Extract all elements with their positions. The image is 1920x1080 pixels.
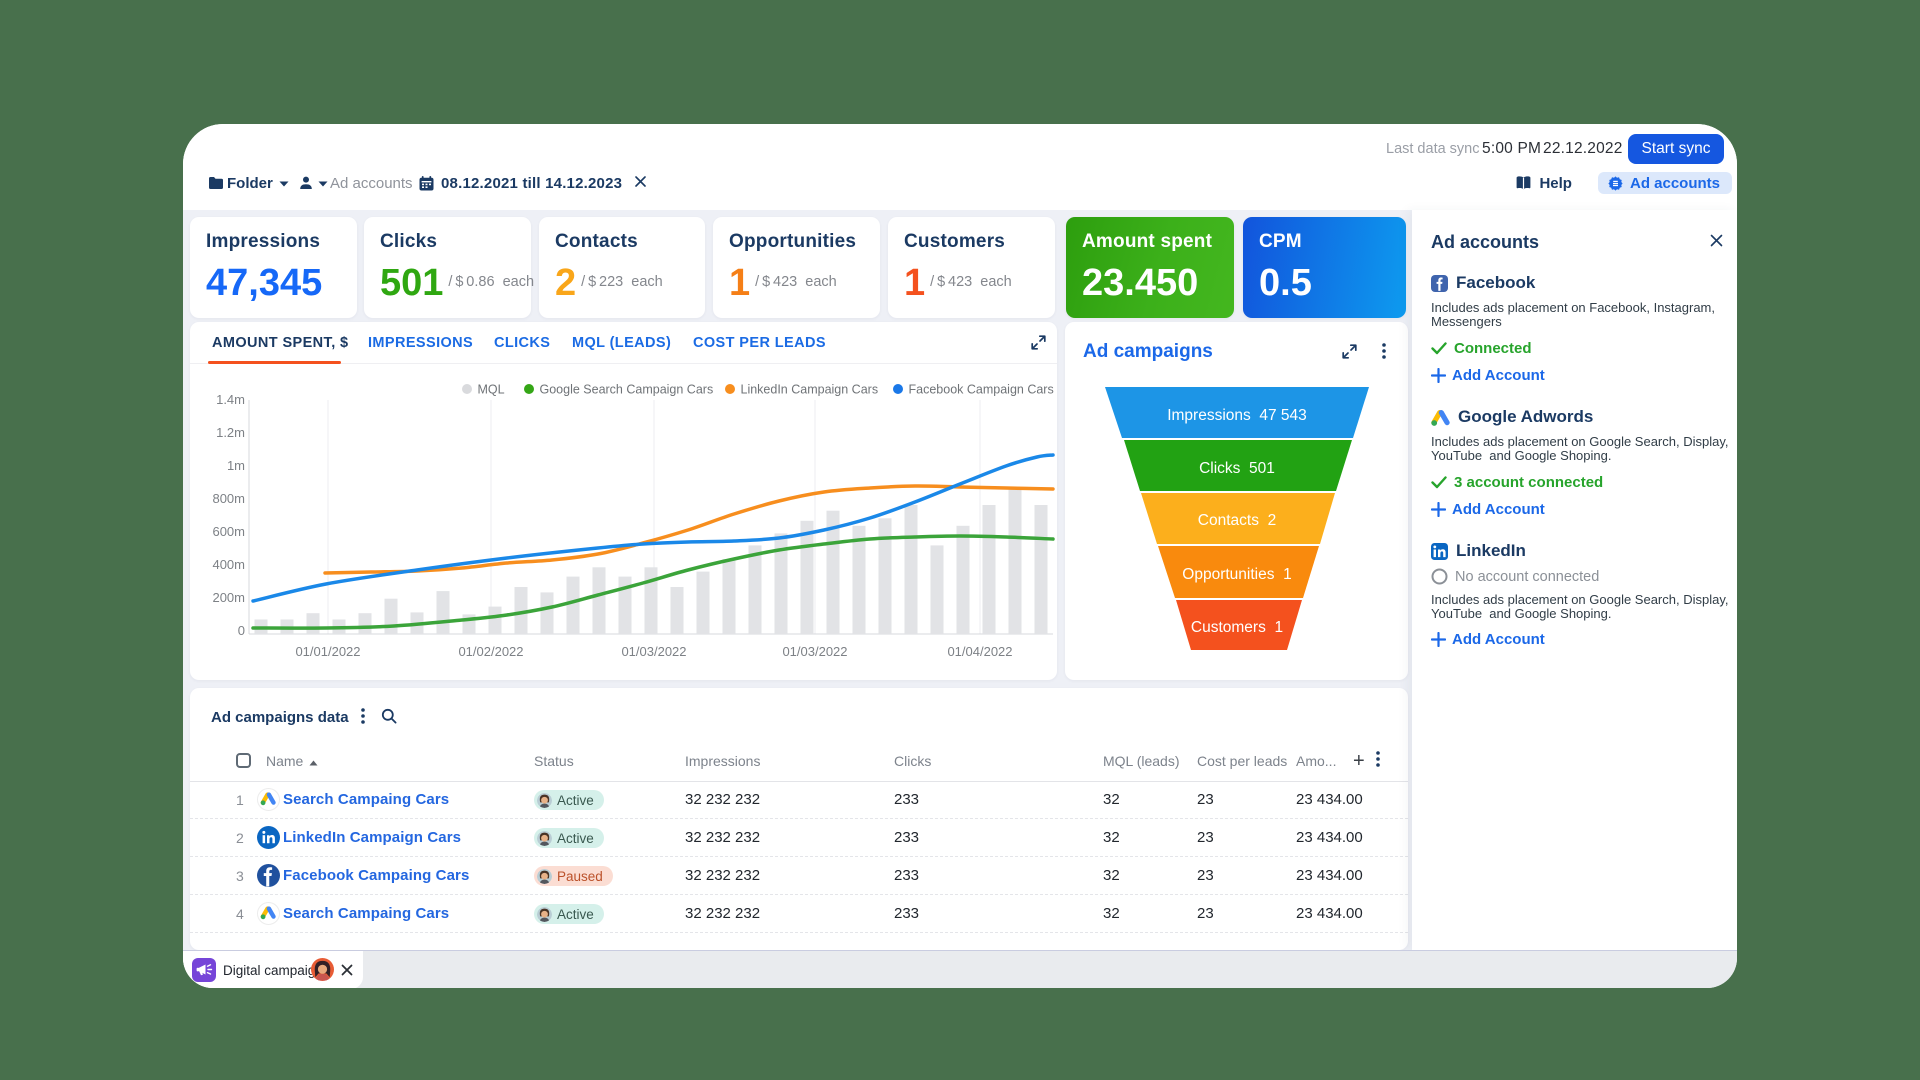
- svg-text:1.4m: 1.4m: [216, 392, 245, 407]
- svg-text:Opportunities 1: Opportunities 1: [1182, 566, 1291, 583]
- svg-text:1.2m: 1.2m: [216, 425, 245, 440]
- svg-text:200m: 200m: [212, 590, 245, 605]
- svg-text:600m: 600m: [212, 524, 245, 539]
- svg-text:Contacts 2: Contacts 2: [1198, 512, 1276, 529]
- svg-text:Customers 1: Customers 1: [1191, 619, 1283, 636]
- svg-text:01/02/2022: 01/02/2022: [458, 644, 523, 659]
- svg-text:Clicks 501: Clicks 501: [1199, 460, 1275, 477]
- svg-text:800m: 800m: [212, 491, 245, 506]
- svg-text:1m: 1m: [227, 458, 245, 473]
- svg-text:400m: 400m: [212, 557, 245, 572]
- svg-text:01/03/2022: 01/03/2022: [621, 644, 686, 659]
- svg-text:0: 0: [238, 623, 245, 638]
- svg-text:Google Search Campaign Cars: Google Search Campaign Cars: [540, 383, 714, 397]
- svg-text:Facebook Campaign Cars: Facebook Campaign Cars: [909, 383, 1054, 397]
- svg-text:Impressions 47 543: Impressions 47 543: [1167, 407, 1307, 424]
- svg-text:01/01/2022: 01/01/2022: [295, 644, 360, 659]
- svg-text:01/04/2022: 01/04/2022: [947, 644, 1012, 659]
- svg-text:LinkedIn Campaign Cars: LinkedIn Campaign Cars: [741, 383, 879, 397]
- svg-text:01/03/2022: 01/03/2022: [782, 644, 847, 659]
- svg-text:MQL: MQL: [478, 383, 505, 397]
